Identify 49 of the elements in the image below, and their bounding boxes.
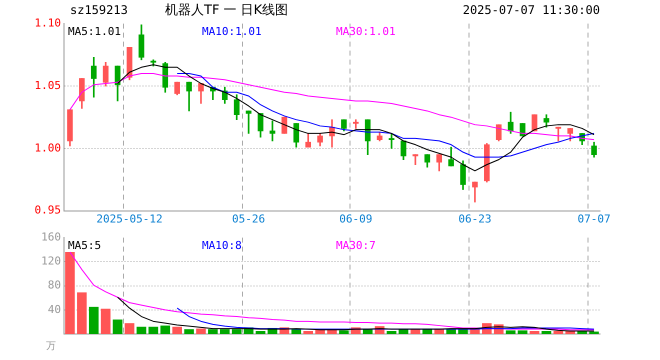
bar (208, 329, 218, 334)
bar (303, 330, 313, 334)
x-tick-label: 05-26 (232, 212, 266, 226)
text: 2025-07-07 11:30:00 (462, 3, 600, 17)
bar (112, 320, 122, 334)
bar (65, 252, 75, 334)
bar (148, 326, 158, 334)
x-tick-label: 2025-05-12 (96, 212, 163, 226)
bar (553, 330, 564, 334)
bar (136, 326, 146, 334)
bar (172, 326, 182, 334)
bar (88, 306, 99, 334)
y-tick-label: 0.95 (34, 204, 61, 217)
text: MA30:1.01 (336, 24, 396, 38)
bar (196, 328, 206, 334)
bar (160, 326, 170, 334)
y-tick-label: 80 (48, 278, 61, 292)
bar (506, 330, 516, 334)
text: MA5:1.01 (68, 24, 121, 38)
candlestick (270, 120, 276, 142)
bar (184, 329, 194, 334)
bar (386, 330, 396, 334)
bar (232, 329, 242, 334)
x-tick-label: 07-07 (577, 212, 611, 226)
text: MA10:8 (202, 238, 242, 252)
bar (542, 330, 552, 334)
chart-title: 机器人TF 一 日K线图 (165, 2, 288, 19)
bar (256, 330, 266, 334)
chart-subtitle: sz159213 (70, 3, 128, 17)
text: MA30:7 (336, 238, 376, 252)
y-tick-label: 1.00 (34, 141, 61, 154)
candlestick (388, 133, 394, 149)
bar (77, 292, 87, 334)
y-tick-label: 1.10 (34, 16, 61, 30)
y-axis-title: 万 (46, 340, 56, 353)
x-tick-label: 06-23 (458, 212, 492, 226)
y-tick-label: 40 (48, 302, 61, 316)
x-tick-label: 06-09 (339, 212, 372, 226)
text: MA5:5 (68, 238, 102, 252)
text: MA10:1.01 (202, 24, 262, 38)
y-tick-label: 160 (41, 230, 61, 244)
bar (220, 329, 230, 334)
bar (100, 308, 111, 334)
bar (518, 330, 528, 334)
bar (530, 330, 540, 334)
bar (124, 323, 134, 334)
y-tick-label: 120 (41, 254, 61, 268)
bar (339, 330, 349, 334)
y-tick-label: 1.05 (34, 78, 61, 92)
